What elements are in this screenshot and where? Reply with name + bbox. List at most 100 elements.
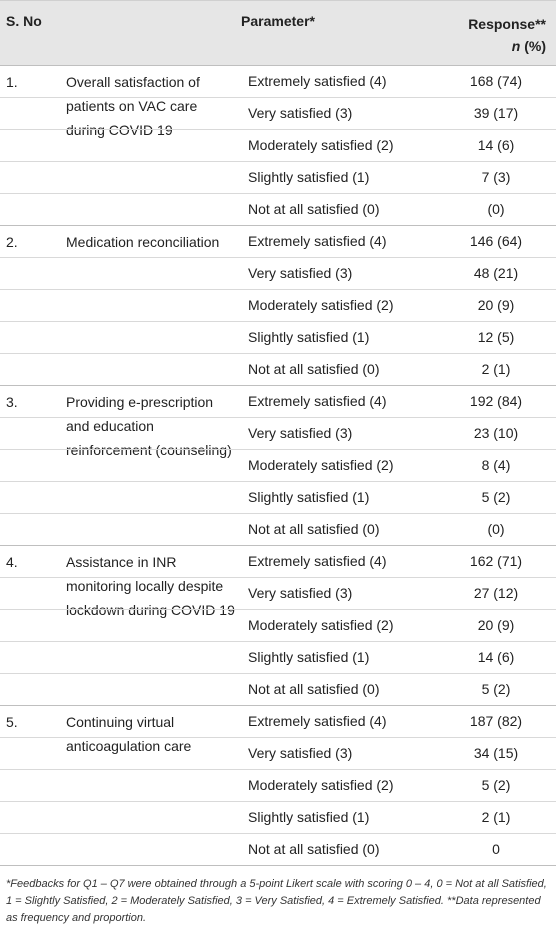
table-row: Slightly satisfied (1) 14 (6) <box>0 641 556 673</box>
response-label: Moderately satisfied (2) <box>248 457 394 473</box>
response-value: 192 (84) <box>469 393 523 409</box>
response-value: 2 (1) <box>481 361 511 377</box>
table-row: Slightly satisfied (1) 7 (3) <box>0 161 556 193</box>
group-number: 3. <box>6 394 18 410</box>
group-left-cell: 3. Providing e-prescription and education… <box>0 386 240 458</box>
response-value: (0) <box>487 201 505 217</box>
response-value: 14 (6) <box>477 137 515 153</box>
group-parameter: Assistance in INR monitoring locally des… <box>66 554 235 618</box>
table-row: Very satisfied (3) 34 (15) <box>0 737 556 769</box>
response-value: 0 <box>492 841 500 857</box>
response-value: 5 (2) <box>481 681 511 697</box>
group-parameter: Medication reconciliation <box>66 234 220 250</box>
response-value: 12 (5) <box>477 329 515 345</box>
response-label: Extremely satisfied (4) <box>248 393 387 409</box>
response-value: 23 (10) <box>473 425 519 441</box>
header-response-line2: n (%) <box>468 35 546 57</box>
response-label: Moderately satisfied (2) <box>248 617 394 633</box>
response-label: Very satisfied (3) <box>248 585 353 601</box>
table-footnote: *Feedbacks for Q1 – Q7 were obtained thr… <box>0 865 556 927</box>
response-label: Not at all satisfied (0) <box>248 361 380 377</box>
table-row: Extremely satisfied (4) 162 (71) <box>0 546 556 577</box>
table-row: Not at all satisfied (0) (0) <box>0 513 556 545</box>
response-value: 20 (9) <box>477 297 515 313</box>
group-number: 1. <box>6 74 18 90</box>
table-row: Very satisfied (3) 27 (12) <box>0 577 556 609</box>
table-row: Extremely satisfied (4) 192 (84) <box>0 386 556 417</box>
response-label: Moderately satisfied (2) <box>248 777 394 793</box>
group-left-cell: 2. Medication reconciliation <box>0 226 240 250</box>
header-sno: S. No <box>6 13 42 29</box>
response-label: Slightly satisfied (1) <box>248 169 370 185</box>
group-left-cell: 1. Overall satisfaction of patients on VA… <box>0 66 240 138</box>
table-row: Not at all satisfied (0) (0) <box>0 193 556 225</box>
response-value: 39 (17) <box>473 105 519 121</box>
response-value: 146 (64) <box>469 233 523 249</box>
response-label: Moderately satisfied (2) <box>248 137 394 153</box>
response-value: 34 (15) <box>473 745 519 761</box>
response-value: 162 (71) <box>469 553 523 569</box>
header-response-n: n <box>511 38 521 54</box>
table-row: Moderately satisfied (2) 8 (4) <box>0 449 556 481</box>
table-body: 1. Overall satisfaction of patients on VA… <box>0 65 556 865</box>
table-row: Slightly satisfied (1) 12 (5) <box>0 321 556 353</box>
response-label: Very satisfied (3) <box>248 425 353 441</box>
group-parameter: Continuing virtual anticoagulation care <box>66 714 192 754</box>
header-response: Response** n (%) <box>468 13 546 57</box>
header-parameter: Parameter* <box>241 13 315 29</box>
response-label: Very satisfied (3) <box>248 265 353 281</box>
response-value: 48 (21) <box>473 265 519 281</box>
response-label: Extremely satisfied (4) <box>248 233 387 249</box>
response-label: Slightly satisfied (1) <box>248 489 370 505</box>
response-label: Very satisfied (3) <box>248 745 353 761</box>
group-number: 5. <box>6 714 18 730</box>
table-header: S. No Parameter* Response** n (%) <box>0 0 556 65</box>
response-value: 14 (6) <box>477 649 515 665</box>
table-group: 5. Continuing virtual anticoagulation car… <box>0 705 556 865</box>
table-row: Slightly satisfied (1) 2 (1) <box>0 801 556 833</box>
group-number: 4. <box>6 554 18 570</box>
response-label: Very satisfied (3) <box>248 105 353 121</box>
table-row: Not at all satisfied (0) 5 (2) <box>0 673 556 705</box>
header-response-line1: Response** <box>468 16 546 32</box>
table-row: Moderately satisfied (2) 5 (2) <box>0 769 556 801</box>
table-row: Not at all satisfied (0) 2 (1) <box>0 353 556 385</box>
response-value: (0) <box>487 521 505 537</box>
table-row: Very satisfied (3) 39 (17) <box>0 97 556 129</box>
response-value: 168 (74) <box>469 73 523 89</box>
response-label: Slightly satisfied (1) <box>248 329 370 345</box>
table-row: Extremely satisfied (4) 187 (82) <box>0 706 556 737</box>
table-row: Moderately satisfied (2) 20 (9) <box>0 289 556 321</box>
response-value: 5 (2) <box>481 489 511 505</box>
response-label: Not at all satisfied (0) <box>248 681 380 697</box>
response-label: Extremely satisfied (4) <box>248 713 387 729</box>
response-label: Moderately satisfied (2) <box>248 297 394 313</box>
response-label: Not at all satisfied (0) <box>248 521 380 537</box>
response-label: Not at all satisfied (0) <box>248 201 380 217</box>
header-response-pct: (%) <box>520 38 546 54</box>
table-group: 1. Overall satisfaction of patients on VA… <box>0 65 556 225</box>
response-value: 7 (3) <box>481 169 511 185</box>
table-row: Not at all satisfied (0) 0 <box>0 833 556 865</box>
group-parameter: Providing e-prescription and education r… <box>66 394 232 458</box>
table-row: Very satisfied (3) 48 (21) <box>0 257 556 289</box>
table-row: Slightly satisfied (1) 5 (2) <box>0 481 556 513</box>
response-label: Extremely satisfied (4) <box>248 553 387 569</box>
response-value: 8 (4) <box>481 457 511 473</box>
response-label: Extremely satisfied (4) <box>248 73 387 89</box>
response-value: 2 (1) <box>481 809 511 825</box>
group-left-cell: 5. Continuing virtual anticoagulation car… <box>0 706 240 754</box>
table-group: 4. Assistance in INR monitoring locally d… <box>0 545 556 705</box>
response-label: Slightly satisfied (1) <box>248 649 370 665</box>
table-row: Moderately satisfied (2) 20 (9) <box>0 609 556 641</box>
response-value: 27 (12) <box>473 585 519 601</box>
group-left-cell: 4. Assistance in INR monitoring locally d… <box>0 546 240 618</box>
group-number: 2. <box>6 234 18 250</box>
table-group: 2. Medication reconciliation Extremely sat… <box>0 225 556 385</box>
table-row: Moderately satisfied (2) 14 (6) <box>0 129 556 161</box>
response-value: 187 (82) <box>469 713 523 729</box>
table-row: Extremely satisfied (4) 168 (74) <box>0 66 556 97</box>
response-value: 20 (9) <box>477 617 515 633</box>
table-row: Very satisfied (3) 23 (10) <box>0 417 556 449</box>
